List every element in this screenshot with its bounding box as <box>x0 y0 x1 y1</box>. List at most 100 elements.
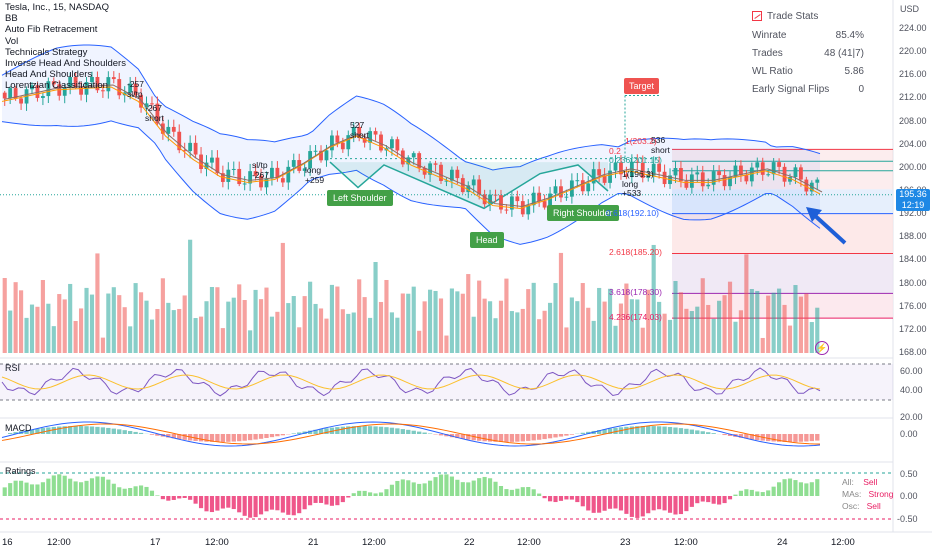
macd-histogram-bar <box>427 433 433 434</box>
volume-bar <box>95 253 100 353</box>
macd-histogram-bar <box>460 434 465 439</box>
volume-bar <box>597 287 602 353</box>
macd-histogram-bar <box>793 434 798 442</box>
macd-histogram-bar <box>171 434 176 439</box>
volume-bar <box>580 283 585 353</box>
indicator-bb[interactable]: BB <box>5 13 18 25</box>
candle-body <box>100 90 105 92</box>
volume-bar <box>324 318 329 353</box>
macd-histogram-bar <box>673 427 678 434</box>
candle-body <box>204 162 209 169</box>
annotation-arrowhead <box>806 207 822 222</box>
ratings-bar <box>455 479 460 496</box>
volume-bar <box>275 311 280 353</box>
time-label: 22 <box>464 537 475 548</box>
ratings-bar <box>417 483 422 496</box>
volume-bar <box>700 278 705 353</box>
indicator-head-shoulders[interactable]: Head And Shoulders <box>5 69 93 81</box>
volume-bar <box>449 288 454 353</box>
rsi-pane-label[interactable]: RSI <box>5 363 21 373</box>
indicator-technicals-strategy[interactable]: Technicals Strategy <box>5 46 88 58</box>
macd-histogram-bar <box>307 430 313 434</box>
candle-body <box>679 168 683 182</box>
macd-histogram-bar <box>346 426 351 434</box>
trade-label-3: sl/tp -267 <box>252 160 270 180</box>
ratings-bar <box>706 496 711 503</box>
candle-body <box>95 76 100 91</box>
stat-value: 5.86 <box>844 66 864 77</box>
candle-body <box>793 167 798 178</box>
candle-body <box>788 177 792 182</box>
macd-histogram-bar <box>509 434 515 442</box>
macd-histogram-bar <box>84 426 89 434</box>
volume-bar <box>384 279 389 353</box>
ratings-bar <box>215 496 220 511</box>
volume-bar <box>215 287 220 353</box>
candle-body <box>619 162 623 175</box>
macd-histogram-bar <box>766 434 771 442</box>
macd-histogram-bar <box>700 431 705 434</box>
volume-bar <box>269 316 275 353</box>
indicator-vol[interactable]: Vol <box>5 35 19 47</box>
volume-bar <box>346 313 351 353</box>
macd-histogram-bar <box>29 429 35 434</box>
ratings-bar <box>793 480 798 496</box>
volume-bar <box>444 335 449 353</box>
volume-bar <box>787 325 793 353</box>
macd-pane-label[interactable]: MACD <box>5 423 32 433</box>
volume-bar <box>422 301 427 353</box>
ratings-bar <box>144 486 149 496</box>
ratings-bar <box>79 482 84 496</box>
macd-histogram-bar <box>787 434 793 442</box>
indicator-lorentzian[interactable]: Lorentzian Classification <box>5 80 108 92</box>
candle-body <box>111 77 116 80</box>
fib-top-label: 1(203.2) <box>625 136 657 146</box>
macd-histogram-bar <box>656 426 662 434</box>
candle-body <box>466 185 471 193</box>
candle-body <box>575 180 580 182</box>
candle-body <box>439 164 443 181</box>
volume-bar <box>313 303 318 353</box>
candle-body <box>482 194 487 205</box>
ratings-bar <box>351 493 356 496</box>
volume-bar <box>258 299 264 353</box>
macd-histogram-bar <box>247 434 253 441</box>
candle-body <box>651 163 656 176</box>
macd-histogram-bar <box>804 434 809 442</box>
indicator-auto-fib[interactable]: Auto Fib Retracement <box>5 24 98 36</box>
lightning-icon[interactable]: ⚡ <box>815 341 829 355</box>
macd-histogram-bar <box>389 427 395 434</box>
time-label: 21 <box>308 537 319 548</box>
ratings-bar <box>35 484 40 496</box>
candle-body <box>542 201 547 208</box>
volume-bar <box>684 308 689 353</box>
macd-histogram-bar <box>569 434 575 435</box>
price-tick: 172.00 <box>899 323 927 334</box>
stat-value: 48 (41|7) <box>824 48 864 59</box>
ratings-bar <box>160 496 165 500</box>
currency-label: USD <box>900 4 920 14</box>
volume-bar <box>809 322 814 353</box>
macd-histogram-bar <box>613 427 618 434</box>
volume-bar <box>798 296 803 353</box>
ratings-bar <box>744 489 749 496</box>
ratings-bar <box>471 480 476 496</box>
last-price: 195.36 <box>899 189 927 199</box>
ratings-bar <box>597 496 602 513</box>
ratings-bar <box>237 496 242 513</box>
ratings-bar <box>771 486 776 496</box>
macd-histogram-bar <box>40 428 46 434</box>
ratings-bar <box>373 493 378 496</box>
indicator-inverse-head-shoulders[interactable]: Inverse Head And Shoulders <box>5 58 126 70</box>
ratings-pane-label[interactable]: Ratings <box>5 466 36 476</box>
symbol-title[interactable]: Tesla, Inc., 15, NASDAQ <box>5 2 110 13</box>
macd-histogram-bar <box>744 434 749 439</box>
candle-body <box>586 183 591 192</box>
candle-body <box>548 193 552 208</box>
candle-body <box>368 131 373 143</box>
candle-body <box>73 77 78 87</box>
candle-body <box>390 139 394 149</box>
volume-bar <box>79 308 84 353</box>
